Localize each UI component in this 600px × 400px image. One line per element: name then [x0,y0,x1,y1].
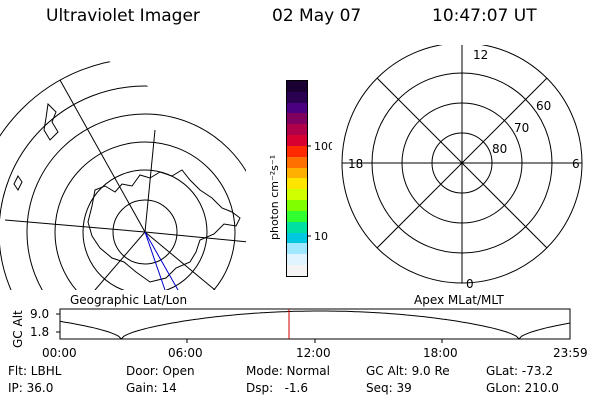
colorbar-unit-label: photon cm⁻²s⁻¹ [268,155,281,240]
footprint-line [144,231,179,290]
date-label: 02 May 07 [272,6,362,26]
mlt-label-0: 0 [466,277,474,290]
left-map-caption: Geographic Lat/Lon [70,293,187,307]
colorbar-tick-100: 100 [314,140,332,153]
footprint-line [144,231,166,290]
colorbar-segment [287,81,307,92]
mlat-label-70: 70 [514,121,529,135]
time-tick-1800: 18:00 [423,346,458,360]
colorbar-segment [287,145,307,157]
colorbar-segment [287,210,307,222]
colorbar-segment [287,167,307,179]
gc-alt-readout: GC Alt: 9.0 Re [366,364,450,378]
lat-circle [0,57,246,290]
lon-line [144,231,216,290]
glat-readout: GLat: -73.2 [486,364,553,378]
colorbar-segment [287,178,307,190]
lat-circle [0,85,246,290]
colorbar-segment [287,102,307,114]
mode-readout: Mode: Normal [246,364,330,378]
lon-line [144,231,246,243]
altitude-plot-frame [59,308,571,340]
altitude-curve [59,310,571,340]
magnetic-polar-plot: 12 18 6 0 60 70 80 [341,45,583,290]
right-map-caption: Apex MLat/MLT [414,293,504,307]
colorbar-segment [287,124,307,136]
coastline [87,169,241,283]
spacecraft-footprint [144,231,179,290]
colorbar-segment [287,135,307,146]
colorbar-segment [287,200,307,211]
lat-circle [26,113,246,290]
glon-readout: GLon: 210.0 [486,381,559,395]
coastline [43,102,59,141]
colorbar-segment [287,265,307,276]
time-tick-2359: 23:59 [553,346,588,360]
colorbar-axis: 100 10 photon cm⁻²s⁻¹ [268,140,332,243]
colorbar-segment [287,254,307,266]
intensity-colorbar [286,80,308,277]
time-tick-1200: 12:00 [296,346,331,360]
colorbar-segment [287,156,307,168]
door-readout: Door: Open [126,364,195,378]
geographic-map [0,57,246,290]
seq-readout: Seq: 39 [366,381,412,395]
colorbar-segment [287,91,307,103]
mlt-label-12: 12 [473,48,488,62]
colorbar-segment [287,243,307,255]
colorbar-segment [287,232,307,244]
lon-line [4,219,146,233]
colorbar-segment [287,113,307,125]
coastline [13,175,23,191]
colorbar-segment [287,221,307,233]
lat-circle [112,199,178,265]
time-label: 10:47:07 UT [432,6,537,26]
instrument-title: Ultraviolet Imager [46,6,200,26]
mlat-label-60: 60 [536,99,551,113]
dsp-readout: Dsp: -1.6 [246,381,309,395]
mlt-label-6: 6 [572,157,580,171]
mlat-label-80: 80 [492,142,507,156]
altitude-ytick-bottom: 1.8 [30,325,49,339]
colorbar-segment [287,189,307,201]
mlt-line-diag [376,77,548,249]
lon-line [59,79,146,233]
lat-circle [54,141,236,290]
colorbar-tick-10: 10 [314,230,328,243]
time-tick-0000: 00:00 [42,346,77,360]
lon-line [144,129,156,233]
filter-readout: Flt: LBHL [8,364,62,378]
altitude-plot: Geographic Lat/Lon Apex MLat/MLT GC Alt … [11,293,588,360]
gain-readout: Gain: 14 [126,381,177,395]
mlt-label-18: 18 [348,157,363,171]
time-tick-0600: 06:00 [168,346,203,360]
altitude-ylabel: GC Alt [11,310,25,348]
lat-circle [82,169,208,290]
ip-readout: IP: 36.0 [8,381,54,395]
altitude-ytick-top: 9.0 [30,307,49,321]
